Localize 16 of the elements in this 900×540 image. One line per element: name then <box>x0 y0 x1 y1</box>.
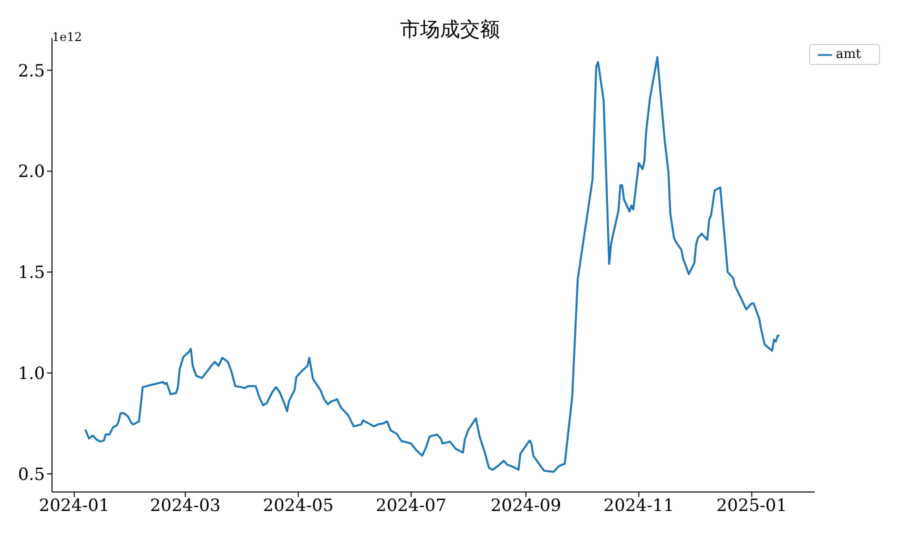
y-tick-label: 1.5 <box>18 263 45 284</box>
line-series <box>84 56 781 473</box>
chart-title: 市场成交额 <box>400 17 500 41</box>
annotation: 1e12 <box>52 30 82 44</box>
y-tick-label: 2.5 <box>18 61 45 82</box>
x-tick-label: 2024-05 <box>262 496 334 516</box>
x-tick-label: 2025-01 <box>716 496 788 516</box>
x-tick-label: 2024-09 <box>490 496 562 516</box>
legend-label: amt <box>836 47 861 62</box>
x-tick-label: 2024-01 <box>38 496 110 516</box>
y-tick-label: 0.5 <box>18 464 45 485</box>
x-tick-label: 2024-11 <box>604 496 674 516</box>
y-tick-label: 1.0 <box>18 364 45 384</box>
x-tick-label: 2024-07 <box>376 496 446 516</box>
y-tick-label: 2.0 <box>18 162 45 182</box>
x-tick-label: 2024-03 <box>150 496 221 516</box>
